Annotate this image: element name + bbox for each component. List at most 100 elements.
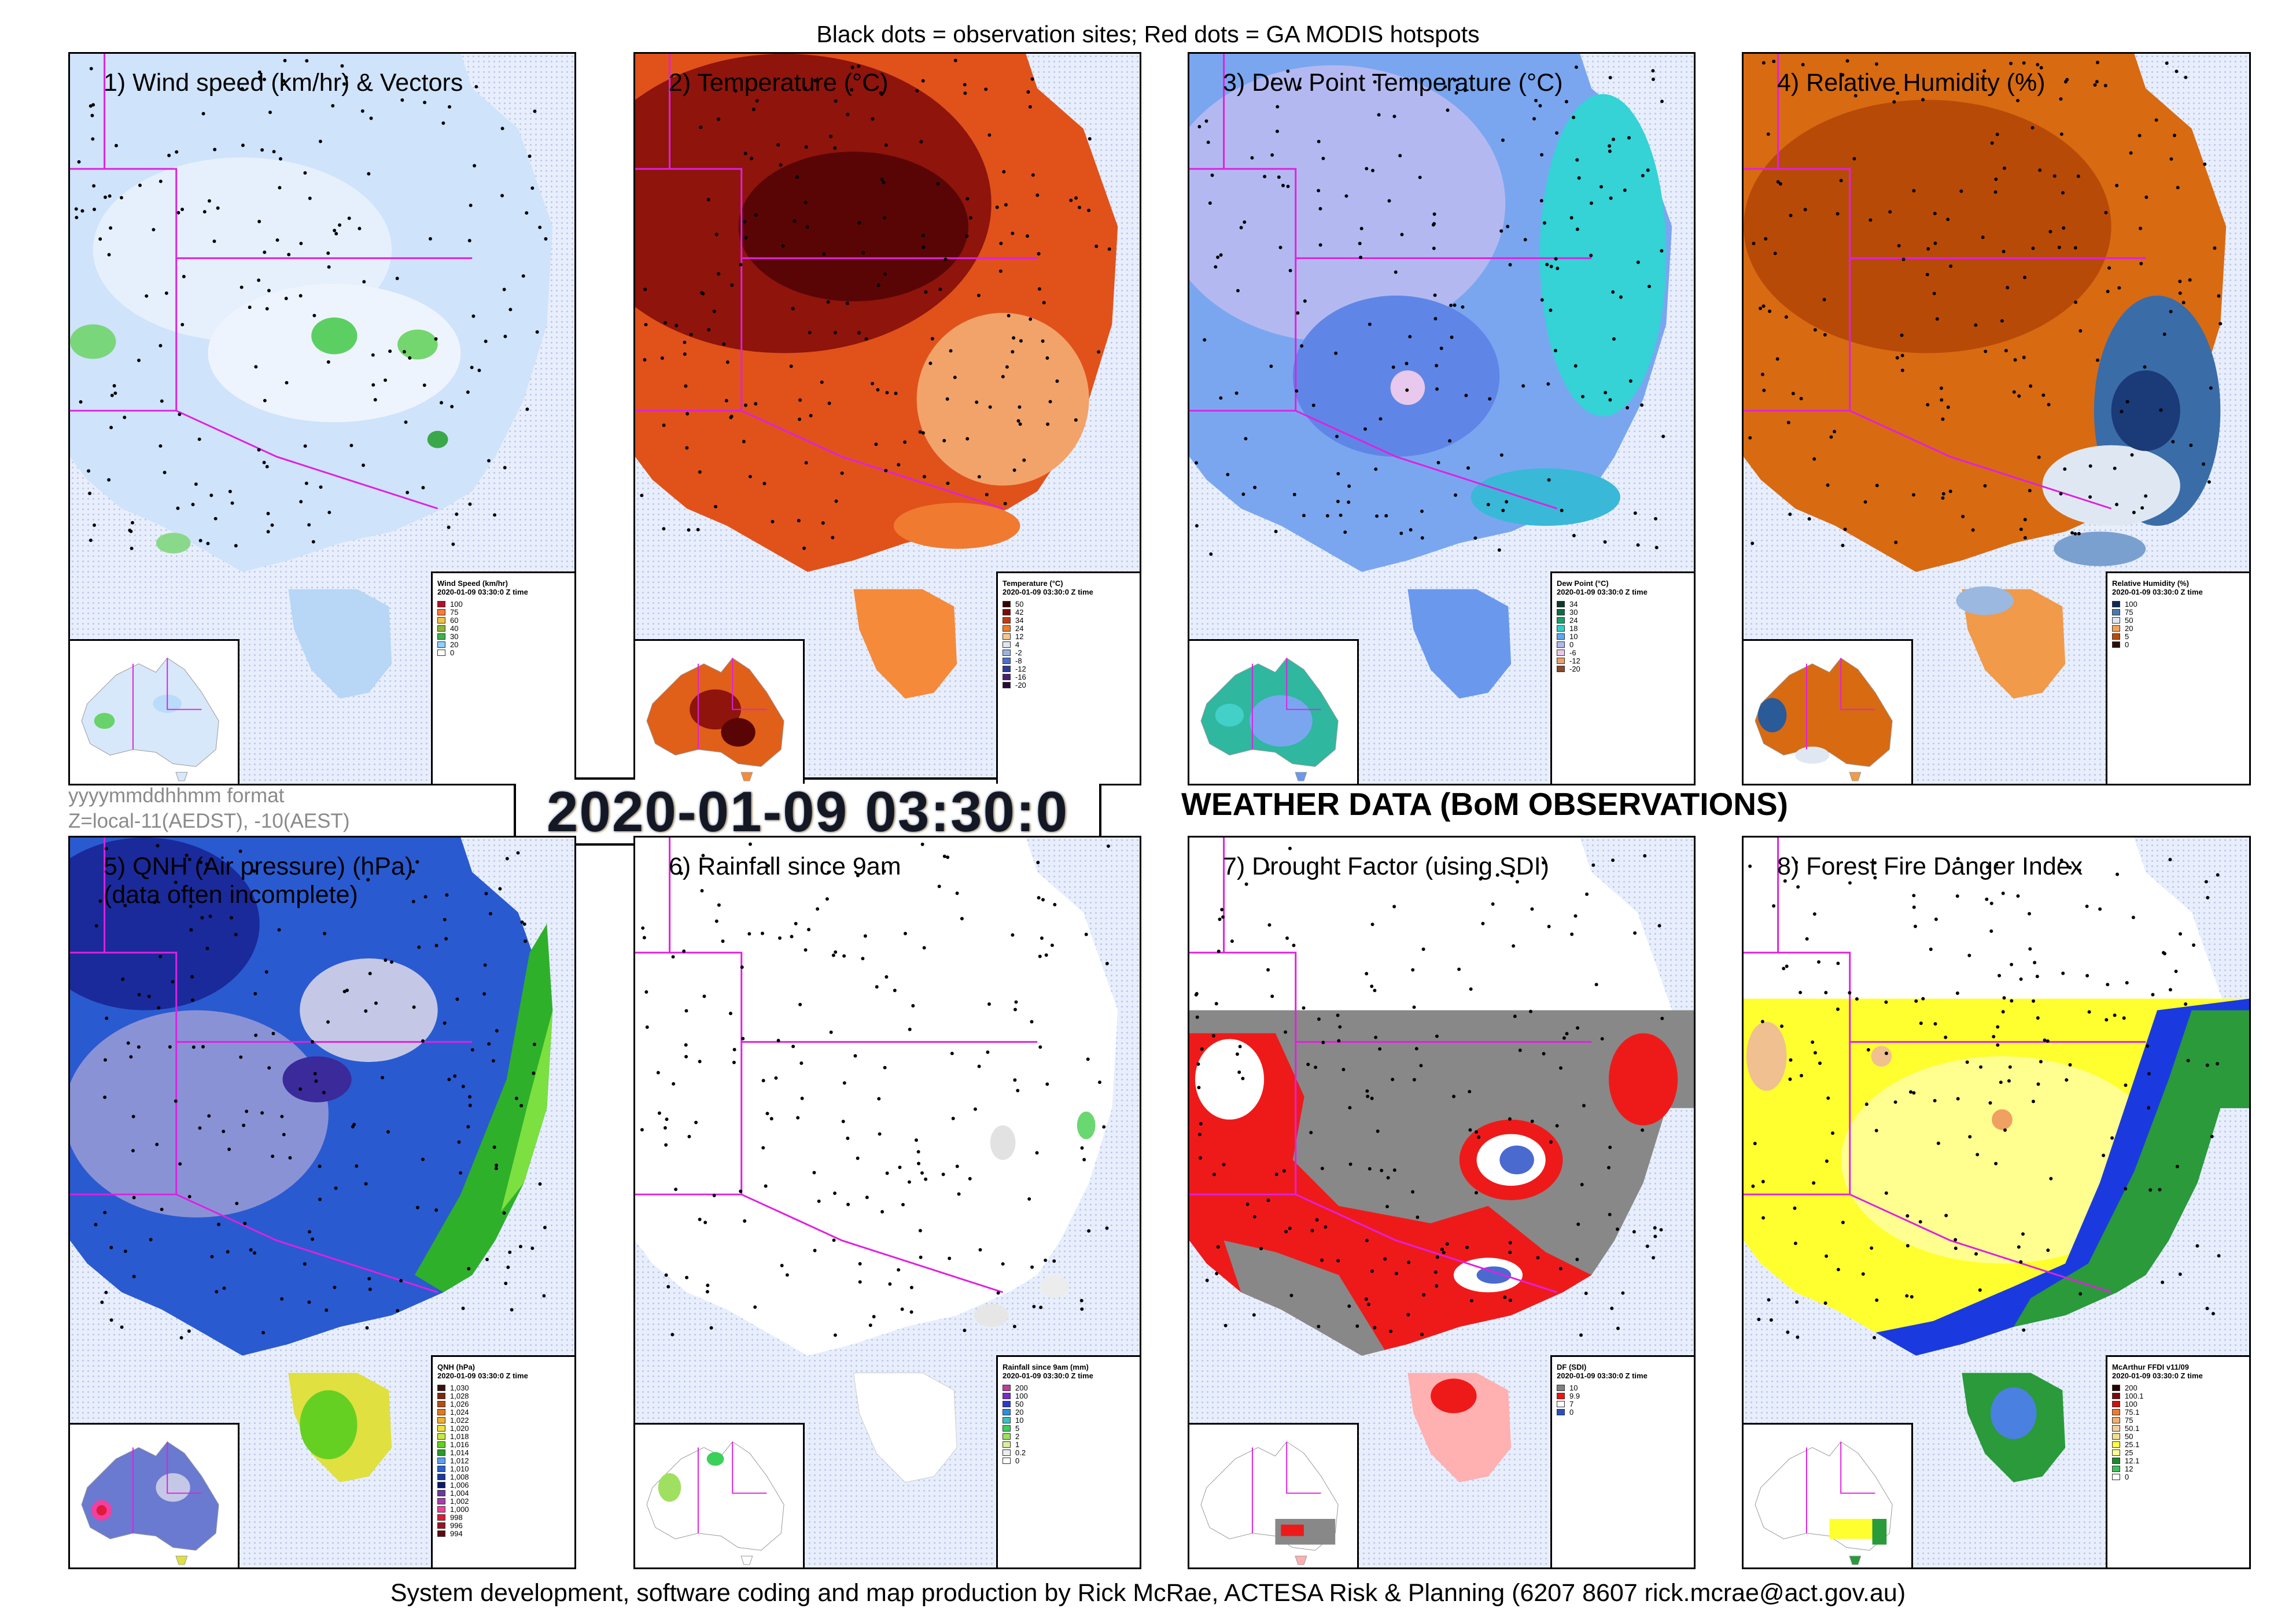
observation-site-dot xyxy=(2016,98,2020,102)
legend-item: 9.9 xyxy=(1557,1392,1689,1400)
observation-site-dot xyxy=(253,1251,257,1255)
observation-site-dot xyxy=(1097,350,1101,354)
observation-site-dot xyxy=(280,1297,284,1301)
observation-site-dot xyxy=(732,1060,736,1064)
legend-swatch xyxy=(1557,600,1565,607)
observation-site-dot xyxy=(687,528,691,532)
legend-label: 1,030 xyxy=(450,1383,469,1392)
observation-site-dot xyxy=(137,993,141,997)
observation-site-dot xyxy=(2175,69,2179,73)
observation-site-dot xyxy=(1004,203,1008,207)
observation-site-dot xyxy=(1363,427,1367,431)
observation-site-dot xyxy=(864,337,868,341)
observation-site-dot xyxy=(287,253,291,257)
observation-site-dot xyxy=(1336,472,1340,476)
legend-label: 60 xyxy=(450,615,459,625)
legend-label: 1,020 xyxy=(450,1423,469,1433)
observation-site-dot xyxy=(803,86,807,90)
observation-site-dot xyxy=(1621,1291,1625,1295)
observation-site-dot xyxy=(340,64,344,68)
legend-item: 0 xyxy=(2112,640,2245,649)
observation-site-dot xyxy=(1221,915,1225,919)
observation-site-dot xyxy=(288,1156,292,1160)
observation-site-dot xyxy=(1252,1313,1256,1317)
observation-site-dot xyxy=(662,527,666,531)
observation-site-dot xyxy=(311,1040,314,1044)
legend-label: 34 xyxy=(1015,615,1024,625)
legend-label: 1,018 xyxy=(450,1432,469,1441)
observation-site-dot xyxy=(1558,1267,1562,1271)
legend-label: 12 xyxy=(2125,1464,2133,1473)
observation-site-dot xyxy=(2003,1128,2007,1132)
observation-site-dot xyxy=(1204,119,1208,123)
observation-site-dot xyxy=(1105,961,1109,965)
observation-site-dot xyxy=(107,478,111,482)
observation-site-dot xyxy=(1028,105,1032,109)
australia-inset xyxy=(635,639,805,784)
observation-site-dot xyxy=(80,209,84,213)
observation-site-dot xyxy=(804,948,808,952)
observation-site-dot xyxy=(748,474,752,478)
observation-site-dot xyxy=(1800,1074,1803,1078)
observation-site-dot xyxy=(1974,1252,1978,1256)
observation-site-dot xyxy=(2002,996,2006,1000)
observation-site-dot xyxy=(2210,1134,2214,1138)
observation-site-dot xyxy=(326,251,330,255)
observation-site-dot xyxy=(1600,185,1603,189)
observation-site-dot xyxy=(1761,1179,1765,1183)
observation-site-dot xyxy=(717,903,721,907)
observation-site-dot xyxy=(1801,62,1805,67)
observation-site-dot xyxy=(1935,317,1939,321)
observation-site-dot xyxy=(858,1280,862,1284)
legend-label: 0 xyxy=(2125,640,2129,649)
observation-site-dot xyxy=(1371,168,1374,172)
legend-items: 1,030 1,028 1,026 1,024 1,022 1,020 1,018 1,016… xyxy=(437,1383,570,1538)
observation-site-dot xyxy=(2028,489,2032,493)
observation-site-dot xyxy=(1230,939,1234,943)
observation-site-dot xyxy=(1503,1295,1507,1299)
observation-site-dot xyxy=(1377,113,1381,117)
observation-site-dot xyxy=(1469,1299,1473,1303)
observation-site-dot xyxy=(834,950,838,954)
observation-site-dot xyxy=(703,1220,707,1224)
observation-site-dot xyxy=(205,946,209,950)
observation-site-dot xyxy=(1409,528,1413,532)
observation-site-dot xyxy=(714,504,718,508)
observation-site-dot xyxy=(1216,1245,1220,1249)
legend-item: 12 xyxy=(1003,632,1135,641)
observation-site-dot xyxy=(702,994,706,998)
observation-site-dot xyxy=(1295,389,1299,393)
legend-label: 75.1 xyxy=(2125,1407,2140,1417)
observation-site-dot xyxy=(1654,517,1658,521)
observation-site-dot xyxy=(876,283,880,287)
legend-label: 1,026 xyxy=(450,1399,469,1408)
observation-site-dot xyxy=(1199,1122,1203,1126)
observation-site-dot xyxy=(1653,1226,1657,1230)
observation-site-dot xyxy=(2137,134,2142,138)
observation-site-dot xyxy=(1318,243,1322,247)
legend-items: 200 100.1 100 75.1 75 50.1 50 25.1 25 12.1 12 0 xyxy=(2112,1384,2245,1481)
observation-site-dot xyxy=(1948,489,1952,493)
observation-site-dot xyxy=(755,99,759,103)
observation-site-dot xyxy=(1026,90,1030,94)
observation-site-dot xyxy=(1893,1100,1897,1104)
observation-site-dot xyxy=(2085,973,2089,978)
observation-site-dot xyxy=(2021,1232,2025,1236)
observation-site-dot xyxy=(1654,545,1659,549)
legend-label: 50 xyxy=(1015,1399,1024,1408)
observation-site-dot xyxy=(1442,1251,1446,1255)
observation-site-dot xyxy=(656,1071,660,1075)
observation-site-dot xyxy=(642,936,646,940)
observation-site-dot xyxy=(153,901,157,905)
observation-site-dot xyxy=(1416,1215,1420,1219)
legend-label: 1,024 xyxy=(450,1407,469,1417)
observation-site-dot xyxy=(189,928,193,932)
observation-site-dot xyxy=(1579,1333,1583,1337)
observation-site-dot xyxy=(1926,403,1930,407)
observation-site-dot xyxy=(955,891,959,895)
observation-site-dot xyxy=(2217,1254,2221,1258)
observation-site-dot xyxy=(1205,1278,1209,1282)
australia-inset xyxy=(70,639,239,784)
legend-item: 0 xyxy=(437,648,570,657)
observation-site-dot xyxy=(2093,83,2097,87)
